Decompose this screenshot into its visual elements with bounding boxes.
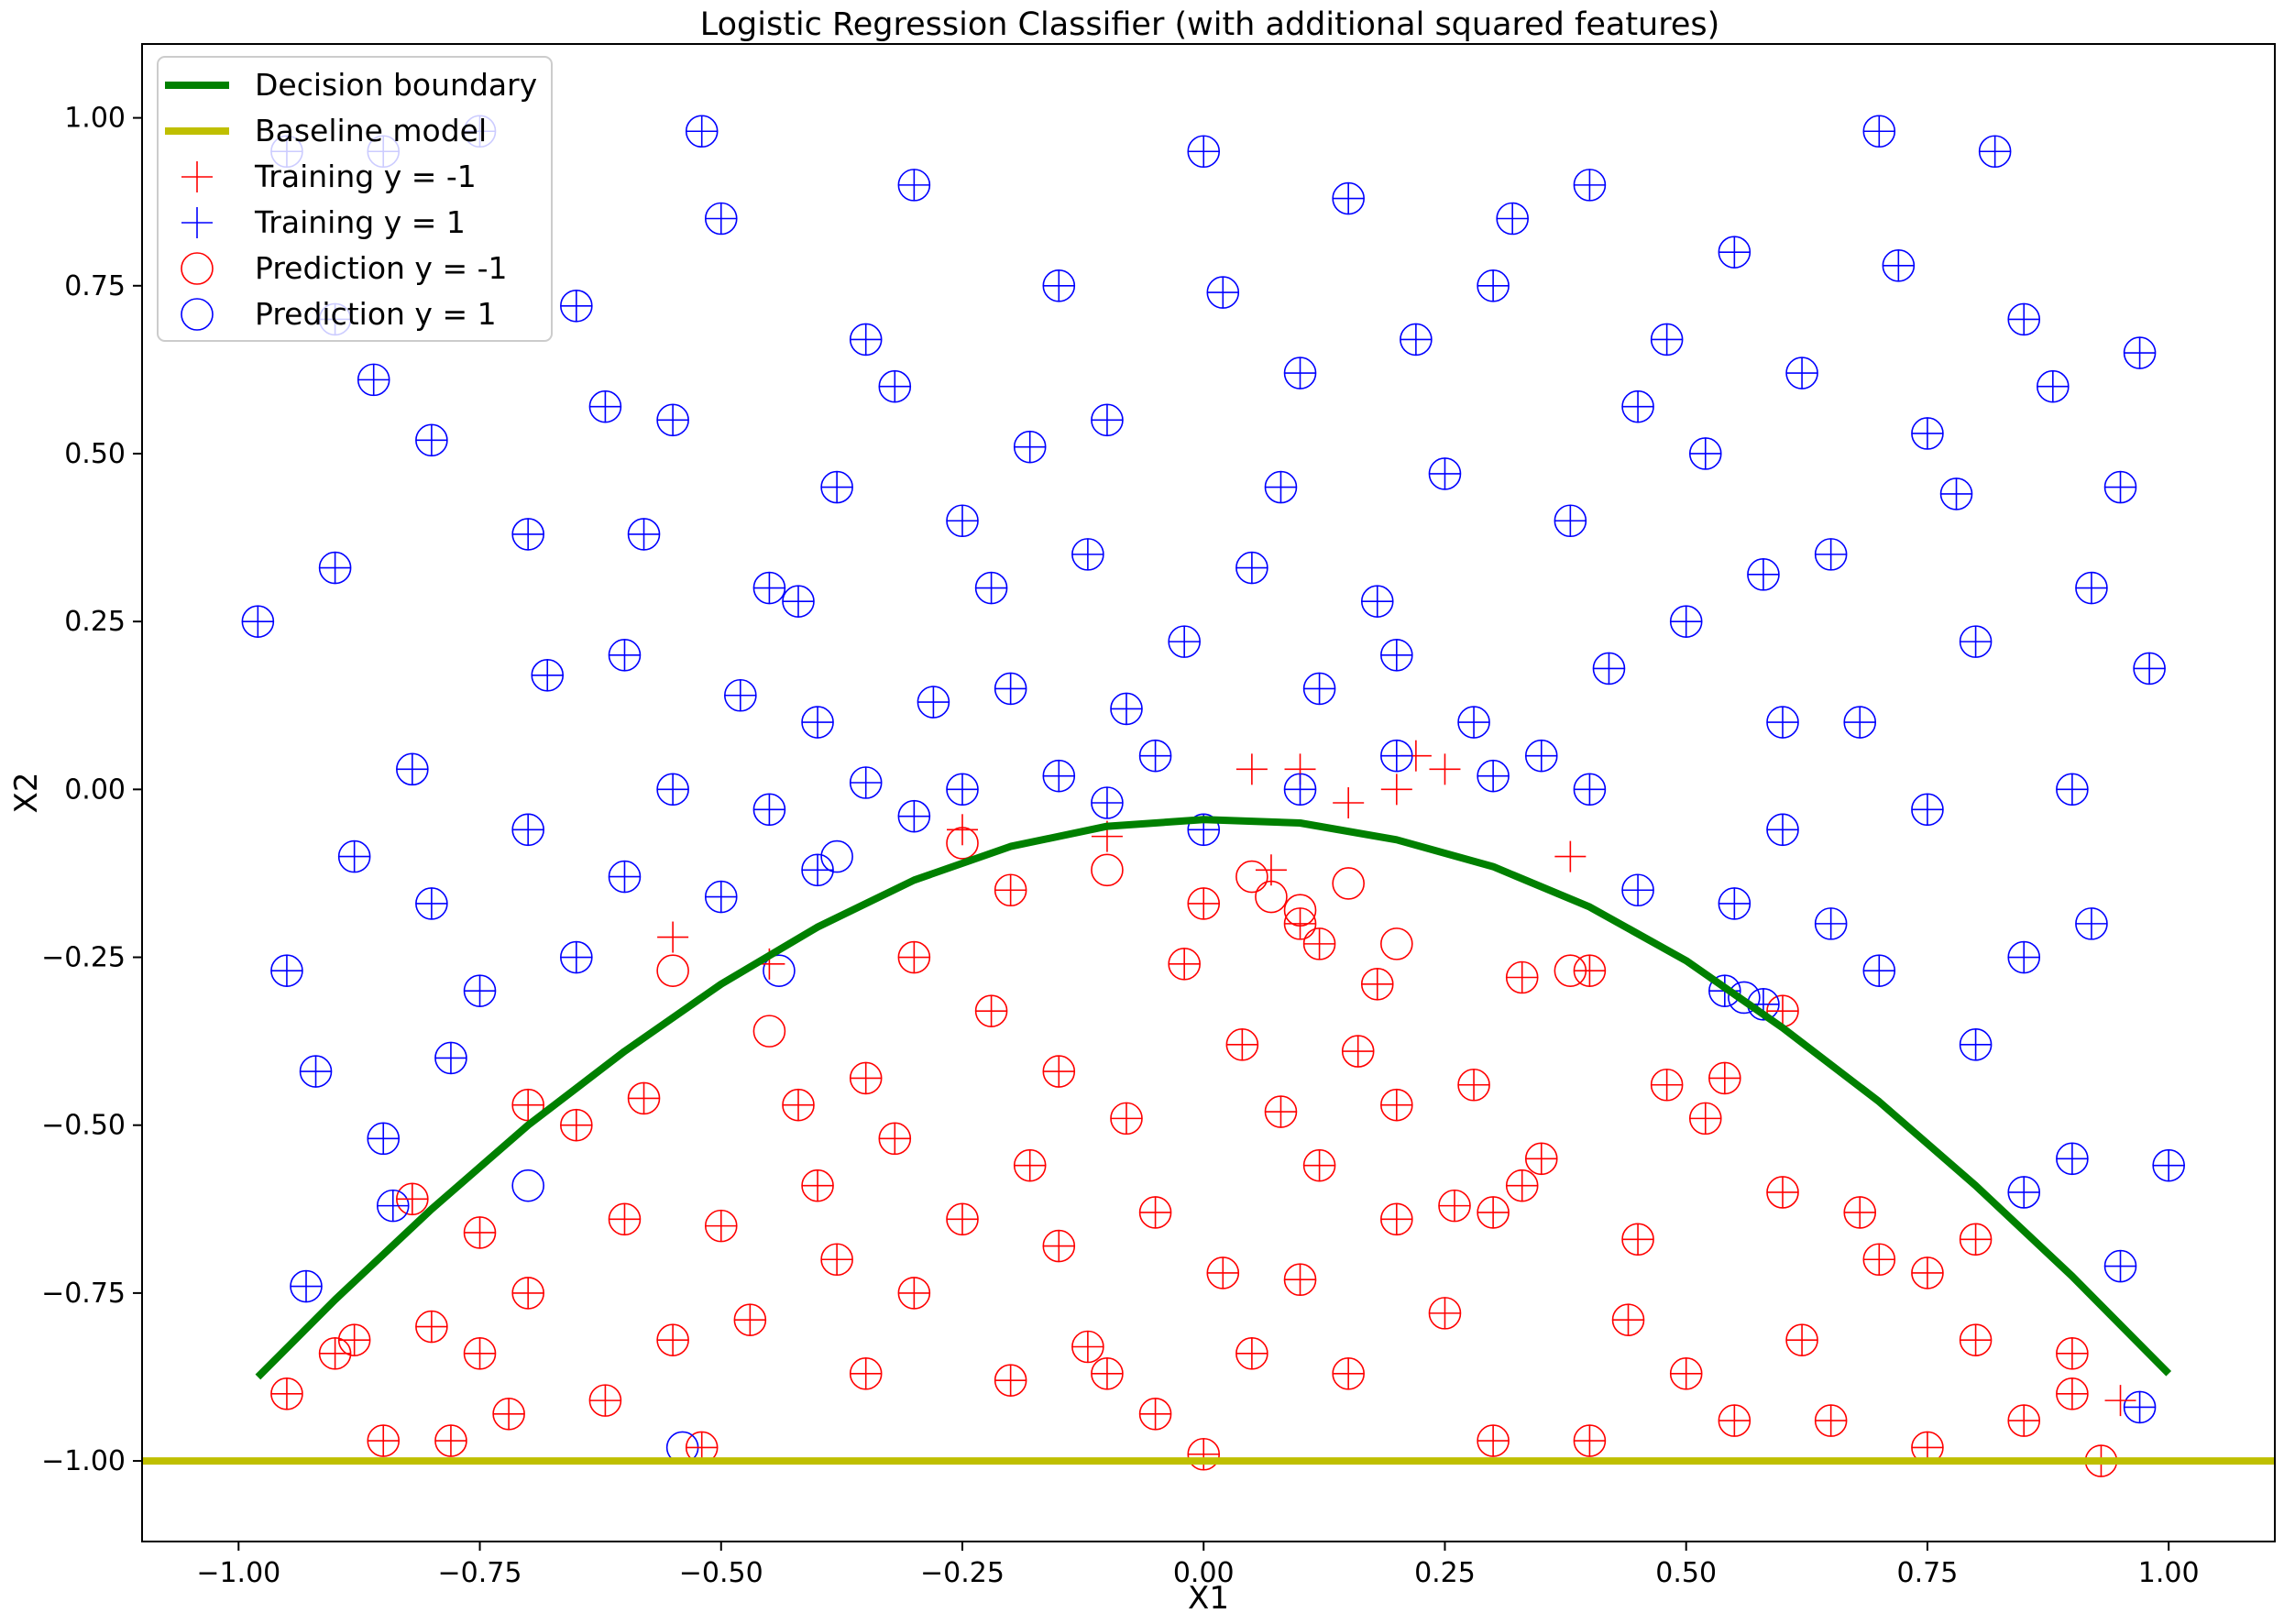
x-tick-label: 0.75 — [1897, 1557, 1959, 1589]
prediction-negative-point — [752, 1015, 786, 1048]
y-tick-label: 0.00 — [64, 774, 126, 806]
x-tick-label: 0.50 — [1655, 1557, 1717, 1589]
legend: Decision boundary Baseline model Training … — [157, 56, 553, 342]
y-tick-label: 0.50 — [64, 438, 126, 470]
legend-circle-swatch — [181, 298, 214, 331]
prediction-negative-point — [1091, 853, 1124, 887]
legend-circle-swatch — [181, 252, 214, 285]
series-training-positive-point — [242, 115, 2185, 1423]
y-tick-label: 1.00 — [64, 103, 126, 135]
legend-label: Baseline model — [255, 113, 487, 148]
prediction-positive-point — [1728, 981, 1761, 1015]
x-tick-label: −0.50 — [679, 1557, 763, 1589]
series-prediction-negative-point — [270, 827, 2118, 1477]
x-tick-label: −0.25 — [920, 1557, 1005, 1589]
chart-title: Logistic Regression Classifier (with add… — [700, 6, 1720, 43]
y-axis-title: X2 — [8, 773, 45, 814]
legend-box — [157, 56, 553, 342]
legend-label: Training y = 1 — [254, 204, 466, 240]
x-axis-title: X1 — [1188, 1580, 1229, 1617]
y-tick-label: 0.75 — [64, 270, 126, 302]
prediction-positive-point — [820, 839, 853, 873]
prediction-negative-point — [1235, 860, 1268, 894]
axes-frame — [141, 43, 2276, 1542]
legend-label: Decision boundary — [255, 67, 537, 103]
x-tick-label: 1.00 — [2138, 1557, 2200, 1589]
prediction-negative-point — [1332, 867, 1365, 900]
legend-label: Training y = -1 — [254, 159, 477, 194]
y-tick-label: −0.50 — [41, 1110, 126, 1142]
prediction-negative-point — [656, 954, 689, 987]
x-tick-label: 0.00 — [1173, 1557, 1235, 1589]
series-training-negative-point — [270, 740, 2136, 1477]
legend-label: Prediction y = 1 — [255, 296, 497, 332]
x-tick-label: −0.75 — [438, 1557, 522, 1589]
prediction-negative-point — [1380, 927, 1413, 960]
plot-area — [142, 115, 2275, 1477]
y-tick-label: −0.75 — [41, 1278, 126, 1310]
prediction-negative-point — [1255, 880, 1288, 914]
legend-label: Prediction y = -1 — [255, 250, 508, 286]
prediction-positive-point — [763, 954, 796, 987]
prediction-positive-point — [511, 1169, 544, 1202]
axis-ticks: −1.00 −0.75 −0.50 −0.25 0.00 0.25 0.50 0.75 1.00… — [41, 103, 2200, 1589]
y-tick-label: −0.25 — [41, 942, 126, 974]
y-tick-label: −1.00 — [41, 1445, 126, 1477]
y-tick-label: 0.25 — [64, 606, 126, 638]
x-tick-label: −1.00 — [196, 1557, 280, 1589]
x-tick-label: 0.25 — [1414, 1557, 1476, 1589]
decision-boundary-line — [255, 816, 2172, 1380]
